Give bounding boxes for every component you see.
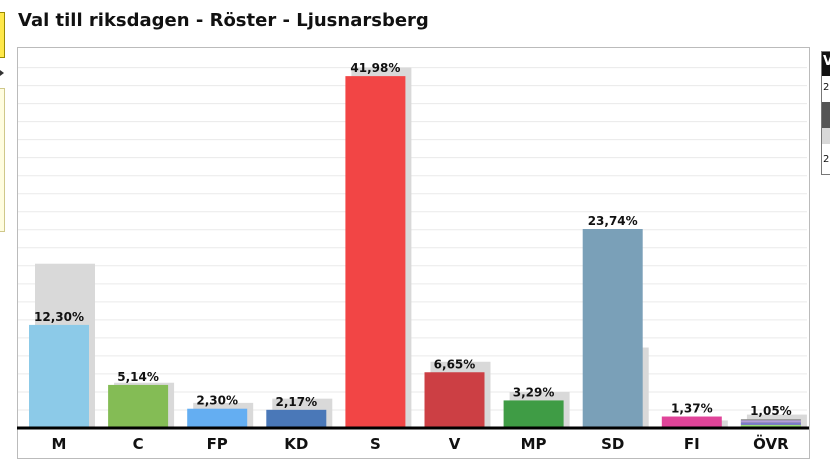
bar-m (29, 324, 89, 428)
right-legend-panel (821, 51, 830, 175)
tick-label-c: C (133, 435, 144, 453)
bar-kd (266, 409, 327, 428)
tick-label-m: M (52, 435, 67, 453)
data-label-mp: 3,29% (513, 385, 555, 399)
tick-label-fp: FP (207, 435, 228, 453)
bar-mp (503, 400, 564, 428)
right-panel-header-text: V (823, 54, 830, 69)
right-panel-row-light (822, 128, 830, 144)
tick-label-kd: KD (284, 435, 308, 453)
bar-fi (661, 416, 722, 428)
right-panel-header (822, 52, 830, 76)
bar-sd (582, 229, 643, 428)
left-panel-edge-bottom (0, 88, 5, 232)
data-label-c: 5,14% (117, 370, 159, 384)
tick-label-sd: SD (601, 435, 624, 453)
bar-s (345, 76, 406, 429)
right-panel-row1-text: 2 (823, 82, 830, 93)
tick-label-s: S (370, 435, 381, 453)
right-panel-row-dark (822, 102, 830, 128)
ovr-stripe (740, 425, 801, 427)
tick-label-mp: MP (521, 435, 547, 453)
data-label-v: 6,65% (434, 357, 476, 371)
left-arrow-icon[interactable] (0, 70, 4, 76)
left-panel-edge-top (0, 12, 5, 58)
bar-chart: 12,30% M 5,14% C 2,30% FP 2,17% KD 41,98% S 6,65% V… (17, 61, 809, 453)
tick-label-v: V (449, 435, 461, 453)
bar-c (108, 384, 169, 428)
data-label-fp: 2,30% (196, 394, 238, 408)
ovr-stripe (740, 422, 801, 425)
data-label-kd: 2,17% (275, 395, 317, 409)
tick-label-fi: FI (684, 435, 700, 453)
bar-fp (187, 408, 248, 428)
bar-v (424, 372, 485, 428)
page-title: Val till riksdagen - Röster - Ljusnarsbe… (18, 10, 429, 31)
ovr-stripe (740, 420, 801, 423)
data-label-s: 41,98% (350, 61, 400, 75)
right-panel-row2-text: 2 (823, 154, 830, 165)
data-label-fi: 1,37% (671, 402, 713, 416)
data-label-övr: 1,05% (750, 404, 792, 418)
tick-label-övr: ÖVR (753, 434, 789, 453)
data-label-m: 12,30% (34, 310, 84, 324)
data-label-sd: 23,74% (588, 214, 638, 228)
